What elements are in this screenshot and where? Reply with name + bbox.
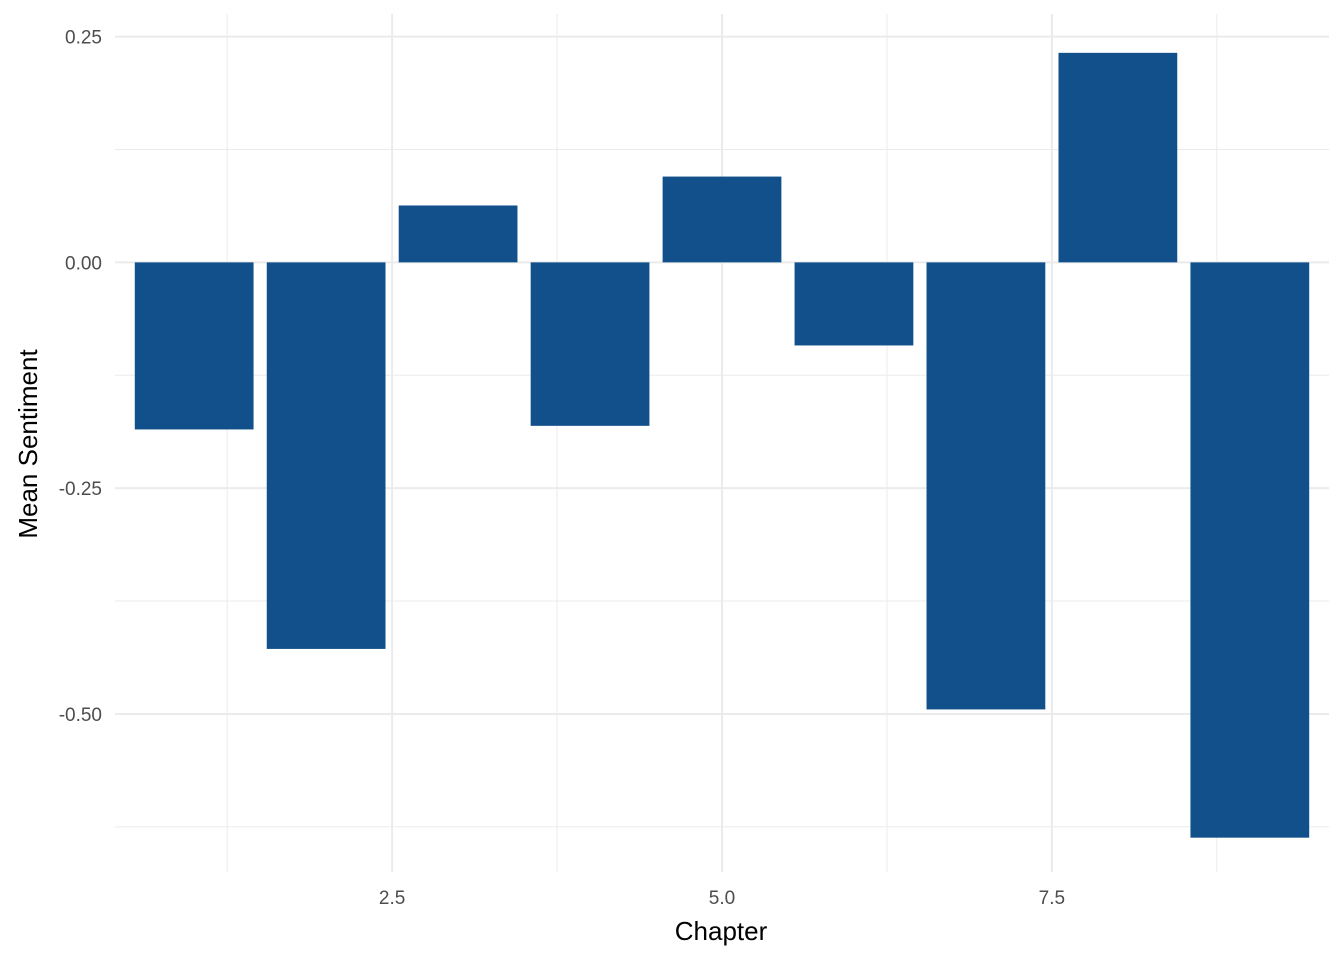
bar-chapter-1 bbox=[134, 262, 254, 430]
bar-chapter-7 bbox=[926, 262, 1046, 710]
tick-labels: 2.5 5.0 7.5 -0.50 -0.25 0.00 0.25 bbox=[59, 28, 1065, 909]
bar-chapter-8 bbox=[1058, 52, 1178, 263]
y-axis-title: Mean Sentiment bbox=[13, 349, 43, 539]
bar-chapter-2 bbox=[266, 262, 386, 649]
bar-chapter-9 bbox=[1190, 262, 1310, 838]
x-tick-label: 7.5 bbox=[1039, 888, 1065, 909]
y-tick-label: 0.25 bbox=[65, 28, 102, 49]
bar-chapter-6 bbox=[794, 262, 914, 346]
x-tick-label: 2.5 bbox=[379, 888, 405, 909]
x-tick-label: 5.0 bbox=[709, 888, 735, 909]
x-axis-title: Chapter bbox=[675, 916, 768, 946]
bar-chapter-4 bbox=[530, 262, 650, 426]
bar-chapter-3 bbox=[398, 205, 518, 263]
y-tick-label: -0.50 bbox=[59, 705, 102, 726]
bar-chapter-5 bbox=[662, 176, 782, 263]
y-tick-label: 0.00 bbox=[65, 253, 102, 274]
bars bbox=[134, 52, 1310, 838]
y-tick-label: -0.25 bbox=[59, 479, 102, 500]
